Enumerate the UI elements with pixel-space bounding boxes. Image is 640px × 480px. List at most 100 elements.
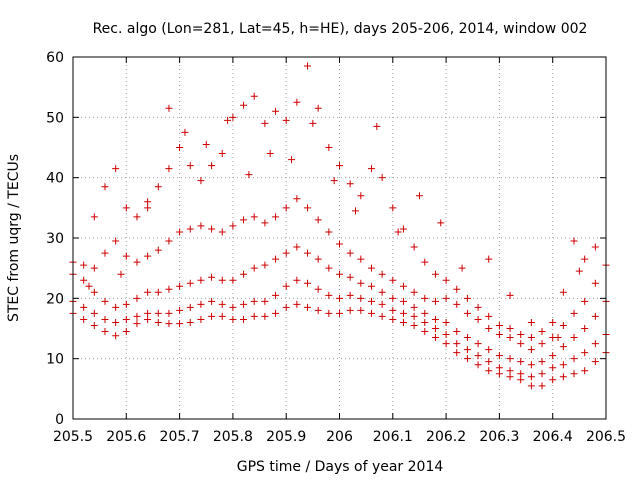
data-point — [229, 315, 237, 323]
data-point — [240, 101, 248, 109]
data-point — [250, 213, 258, 221]
data-point — [389, 306, 397, 314]
data-point — [389, 294, 397, 302]
data-point — [549, 352, 557, 360]
data-point — [250, 92, 258, 100]
data-point — [495, 352, 503, 360]
data-point — [165, 165, 173, 173]
data-point — [463, 309, 471, 317]
data-point — [293, 195, 301, 203]
data-point — [101, 183, 109, 191]
data-point — [453, 328, 461, 336]
data-point — [133, 213, 141, 221]
x-tick-label: 205.5 — [53, 429, 93, 445]
data-point — [570, 334, 578, 342]
data-point — [378, 312, 386, 320]
data-point — [101, 249, 109, 257]
data-point — [442, 331, 450, 339]
data-point — [394, 228, 402, 236]
data-point — [591, 340, 599, 348]
data-point — [304, 303, 312, 311]
data-point — [485, 367, 493, 375]
data-point — [442, 340, 450, 348]
data-point — [506, 291, 514, 299]
data-point — [399, 309, 407, 317]
data-point — [474, 352, 482, 360]
data-point — [506, 334, 514, 342]
data-point — [421, 328, 429, 336]
data-point — [506, 367, 514, 375]
data-point — [208, 297, 216, 305]
data-point — [80, 315, 88, 323]
data-point — [431, 270, 439, 278]
data-point — [421, 309, 429, 317]
data-point — [367, 165, 375, 173]
data-point — [176, 282, 184, 290]
data-point — [154, 309, 162, 317]
data-point — [367, 264, 375, 272]
data-point — [325, 291, 333, 299]
data-point — [575, 267, 583, 275]
data-point — [112, 332, 120, 340]
data-point — [293, 243, 301, 251]
y-tick-label: 40 — [46, 171, 64, 187]
data-point — [176, 306, 184, 314]
data-point — [453, 285, 461, 293]
data-point — [266, 150, 274, 158]
data-point — [261, 119, 269, 127]
data-point — [346, 180, 354, 188]
data-point — [197, 300, 205, 308]
data-point — [336, 162, 343, 170]
data-point — [474, 303, 482, 311]
data-point — [144, 315, 152, 323]
data-point — [197, 222, 205, 230]
data-point — [314, 104, 322, 112]
data-point — [218, 312, 226, 320]
data-point — [591, 243, 599, 251]
data-point — [506, 325, 514, 332]
data-point — [314, 306, 322, 314]
x-tick-label: 206.2 — [426, 429, 466, 445]
data-point — [261, 219, 269, 227]
data-point — [90, 213, 98, 221]
data-point — [373, 122, 381, 130]
x-tick-label: 206.4 — [533, 429, 573, 445]
data-point — [165, 104, 173, 112]
data-point — [517, 358, 525, 366]
data-point — [144, 198, 152, 206]
data-point — [336, 294, 343, 302]
data-point — [346, 249, 354, 257]
data-point — [421, 258, 429, 266]
data-point — [90, 321, 98, 329]
data-point — [202, 140, 210, 148]
data-point — [538, 370, 546, 378]
data-point — [90, 309, 98, 317]
data-point — [367, 297, 375, 305]
data-point — [351, 207, 359, 215]
data-point — [282, 303, 290, 311]
data-point — [431, 315, 439, 323]
data-point — [389, 204, 397, 212]
data-point — [527, 361, 535, 369]
data-point — [165, 237, 173, 245]
data-point — [474, 361, 482, 369]
data-point — [272, 291, 280, 299]
data-point — [346, 273, 354, 281]
data-point — [144, 252, 152, 260]
data-point — [357, 192, 365, 200]
data-point — [581, 325, 589, 332]
data-point — [282, 249, 290, 257]
y-tick-label: 10 — [46, 352, 64, 368]
data-point — [485, 325, 493, 332]
data-point — [293, 276, 301, 284]
data-point — [133, 258, 141, 266]
data-point — [282, 204, 290, 212]
data-point — [122, 315, 130, 323]
data-point — [517, 331, 525, 339]
data-point — [176, 144, 184, 151]
data-point — [80, 261, 88, 269]
data-point — [458, 264, 466, 272]
data-point — [133, 320, 141, 328]
data-point — [186, 225, 194, 233]
